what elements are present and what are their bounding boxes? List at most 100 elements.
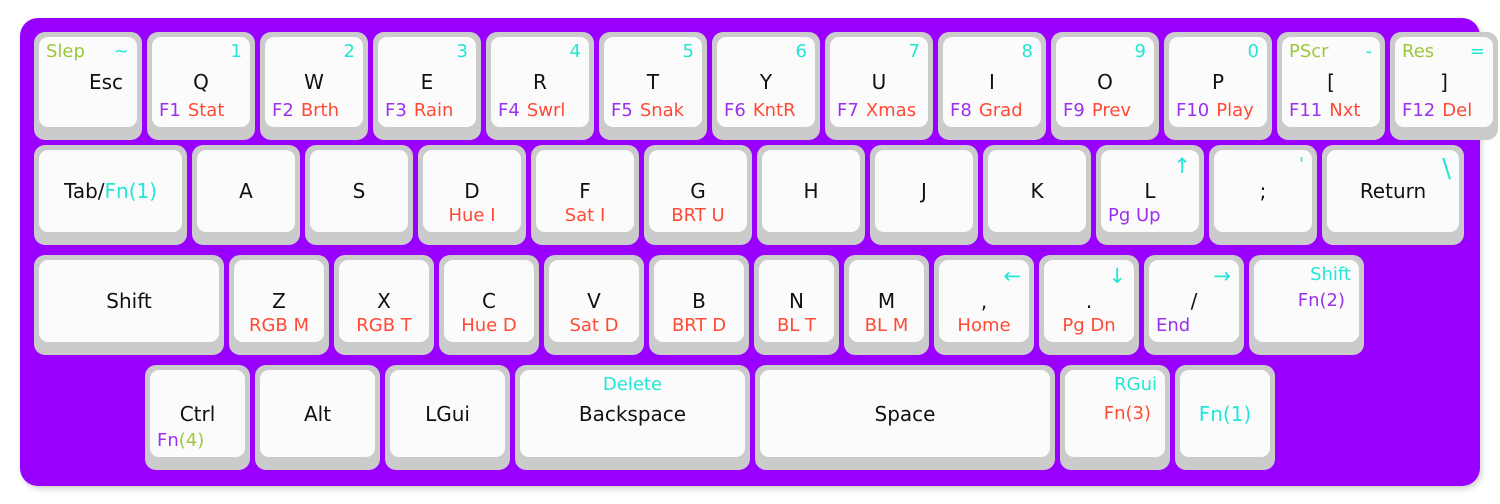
key-legend-main-bracket-left: [ xyxy=(1327,70,1335,94)
key-legend-fkey-bracket-right: F12 xyxy=(1402,100,1436,121)
key-legend-topright-bracket-right: = xyxy=(1469,41,1485,62)
key-w[interactable]: 2 W F2 Brth xyxy=(260,32,368,140)
keycap-semicolon: '; xyxy=(1214,150,1312,232)
keycap-t: 5 T F5 Snak xyxy=(604,37,702,127)
key-h[interactable]: H xyxy=(757,145,865,245)
key-x[interactable]: X RGB T xyxy=(334,255,434,355)
key-legend-topright-u: 7 xyxy=(908,41,920,62)
key-tab[interactable]: Tab/Fn(1) xyxy=(34,145,187,245)
key-legend-fkey-u: F7 xyxy=(837,100,859,121)
key-legend-main-e: E xyxy=(420,70,434,94)
key-legend-topright-p: 0 xyxy=(1247,41,1259,62)
key-d[interactable]: D Hue I xyxy=(418,145,526,245)
key-legend-fkey-p: F10 xyxy=(1176,100,1210,121)
key-esc[interactable]: Slep ~ Esc xyxy=(34,32,142,140)
key-c[interactable]: C Hue D xyxy=(439,255,539,355)
key-u[interactable]: 7 U F7 Xmas xyxy=(825,32,933,140)
key-bracket-right[interactable]: Res =] F12 Del xyxy=(1390,32,1498,140)
keycap-b: B BRT D xyxy=(654,260,744,342)
key-n[interactable]: N BL T xyxy=(754,255,839,355)
key-q[interactable]: 1 Q F1 Stat xyxy=(147,32,255,140)
key-legend-main-n: N xyxy=(789,289,804,313)
key-legend-topright-e: 3 xyxy=(456,41,468,62)
key-legend-main-c: C xyxy=(482,289,496,313)
keyboard-row-4: Ctrl Fn(4) Alt LGui Delete Backspace Space RGui… xyxy=(145,365,1280,470)
keycap-p: 0 P F10 Play xyxy=(1169,37,1267,127)
key-legend-fkey-t: F5 xyxy=(611,100,633,121)
key-i[interactable]: 8 I F8 Grad xyxy=(938,32,1046,140)
key-legend-main-esc: Esc xyxy=(88,70,123,94)
key-bracket-left[interactable]: PScr - [F11 Nxt xyxy=(1277,32,1385,140)
key-backspace[interactable]: Delete Backspace xyxy=(515,365,750,470)
key-p[interactable]: 0 P F10 Play xyxy=(1164,32,1272,140)
key-b[interactable]: B BRT D xyxy=(649,255,749,355)
key-legend-bottomcenter-comma: Home xyxy=(957,315,1011,336)
key-semicolon[interactable]: '; xyxy=(1209,145,1317,245)
key-legend-effect-y: KntR xyxy=(752,100,796,121)
key-legend-bottomcenter-d: Hue I xyxy=(448,205,496,226)
key-legend-fkey-o: F9 xyxy=(1063,100,1085,121)
key-legend-main-comma: , xyxy=(980,289,988,313)
key-v[interactable]: V Sat D xyxy=(544,255,644,355)
key-legend-topright-i: 8 xyxy=(1021,41,1033,62)
key-legend-main-h: H xyxy=(803,179,819,203)
key-legend-effect-p: Play xyxy=(1216,100,1254,121)
key-fn1[interactable]: Fn(1) xyxy=(1175,365,1275,470)
key-legend-topright-w: 2 xyxy=(343,41,355,62)
key-legend-effect-i: Grad xyxy=(978,100,1023,121)
key-comma[interactable]: ←, Home xyxy=(934,255,1034,355)
key-legend-main-fn-tab: Fn(1) xyxy=(104,179,158,203)
key-period[interactable]: ↓. Pg Dn xyxy=(1039,255,1139,355)
key-legend-fkey-bracket-left: F11 xyxy=(1289,100,1323,121)
key-g[interactable]: G BRT U xyxy=(644,145,752,245)
key-shift-right[interactable]: Shift Fn(2) xyxy=(1249,255,1364,355)
key-f[interactable]: F Sat I xyxy=(531,145,639,245)
keycap-g: G BRT U xyxy=(649,150,747,232)
key-legend-main-shift-left: Shift xyxy=(106,289,152,313)
key-legend-bottom-q: F1 Stat xyxy=(159,102,224,120)
key-lgui[interactable]: LGui xyxy=(385,365,510,470)
keycap-return: \ Return xyxy=(1327,150,1459,232)
key-legend-effect-e: Rain xyxy=(413,100,454,121)
key-legend-effect-w: Brth xyxy=(300,100,340,121)
key-e[interactable]: 3 E F3 Rain xyxy=(373,32,481,140)
key-r[interactable]: 4 R F4 Swrl xyxy=(486,32,594,140)
key-j[interactable]: J xyxy=(870,145,978,245)
key-legend-fkey-w: F2 xyxy=(272,100,294,121)
key-legend-main-t: T xyxy=(646,70,660,94)
keycap-e: 3 E F3 Rain xyxy=(378,37,476,127)
keycap-v: V Sat D xyxy=(549,260,639,342)
key-legend-main-ctrl: Ctrl xyxy=(179,401,216,426)
key-legend-main-v: V xyxy=(587,289,601,313)
key-legend-main-space: Space xyxy=(874,401,936,426)
key-legend-main-b: B xyxy=(692,289,706,313)
key-shift-left[interactable]: Shift xyxy=(34,255,224,355)
keycap-d: D Hue I xyxy=(423,150,521,232)
key-o[interactable]: 9 O F9 Prev xyxy=(1051,32,1159,140)
key-k[interactable]: K xyxy=(983,145,1091,245)
keycap-j: J xyxy=(875,150,973,232)
key-legend-bottom-p: F10 Play xyxy=(1176,102,1254,120)
key-return[interactable]: \ Return xyxy=(1322,145,1464,245)
key-m[interactable]: M BL M xyxy=(844,255,929,355)
key-a[interactable]: A xyxy=(192,145,300,245)
key-legend-effect-bracket-left: Nxt xyxy=(1329,100,1361,121)
key-z[interactable]: Z RGB M xyxy=(229,255,329,355)
key-t[interactable]: 5 T F5 Snak xyxy=(599,32,707,140)
key-legend-topright-shift-right: Shift xyxy=(1310,264,1351,285)
key-legend-main-base-tab: Tab/ xyxy=(63,179,105,203)
keyboard-row-2: Tab/Fn(1) A S D Hue I F Sat I G BRT U H J K ↑ L Pg Up '… xyxy=(34,145,1469,245)
key-l[interactable]: ↑ L Pg Up xyxy=(1096,145,1204,245)
key-space[interactable]: Space xyxy=(755,365,1055,470)
key-legend-fkey-r: F4 xyxy=(498,100,520,121)
keycap-a: A xyxy=(197,150,295,232)
key-y[interactable]: 6 Y F6 KntR xyxy=(712,32,820,140)
key-alt[interactable]: Alt xyxy=(255,365,380,470)
key-s[interactable]: S xyxy=(305,145,413,245)
key-rgui[interactable]: RGui Fn(3) xyxy=(1060,365,1170,470)
key-legend-bottom-e: F3 Rain xyxy=(385,102,453,120)
key-ctrl[interactable]: Ctrl Fn(4) xyxy=(145,365,250,470)
key-legend-topright-l: ↑ xyxy=(1173,154,1191,178)
key-slash[interactable]: → / End xyxy=(1144,255,1244,355)
keycap-q: 1 Q F1 Stat xyxy=(152,37,250,127)
